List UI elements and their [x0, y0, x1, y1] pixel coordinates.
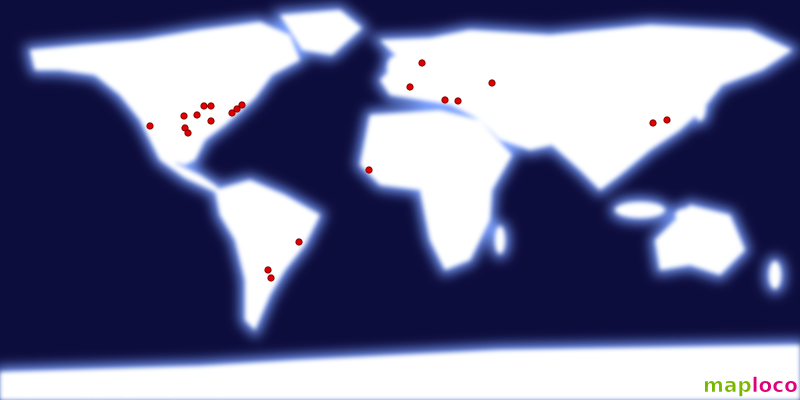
place-marker — [238, 101, 246, 109]
place-markers — [146, 59, 671, 282]
place-marker — [233, 105, 241, 113]
place-marker — [488, 79, 496, 87]
place-marker — [200, 102, 208, 110]
place-marker — [267, 274, 275, 282]
logo-part: map — [703, 373, 752, 397]
place-marker — [406, 83, 414, 91]
place-marker — [146, 122, 154, 130]
place-marker — [180, 112, 188, 120]
place-marker — [454, 97, 462, 105]
place-marker — [663, 116, 671, 124]
place-marker — [184, 129, 192, 137]
status-text: 22 places mapped @ 5:52 pm EST Jan 25 — [5, 385, 256, 398]
place-marker — [207, 102, 215, 110]
logo-part: loco — [752, 373, 798, 397]
place-marker — [365, 166, 373, 174]
place-marker — [418, 59, 426, 67]
logo[interactable]: maploco — [703, 373, 798, 398]
place-marker — [295, 238, 303, 246]
place-marker — [441, 96, 449, 104]
place-marker — [264, 266, 272, 274]
place-marker — [228, 109, 236, 117]
place-marker — [207, 117, 215, 125]
place-marker — [649, 119, 657, 127]
place-marker — [193, 111, 201, 119]
